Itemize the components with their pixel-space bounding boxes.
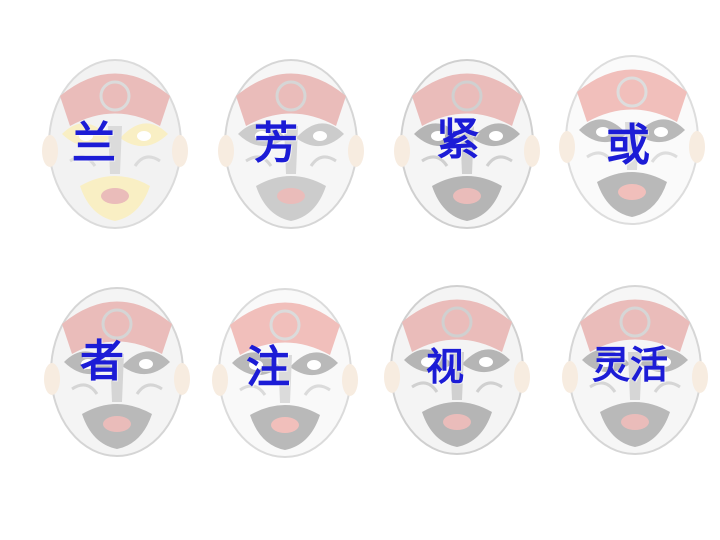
char-label-8: 灵活	[592, 343, 669, 387]
opera-mask-white-icon	[557, 52, 707, 227]
opera-mask-swirl-icon	[42, 59, 188, 229]
char-label-6: 注	[246, 342, 290, 393]
opera-mask-white-icon	[212, 288, 358, 458]
opera-mask-icon	[562, 285, 708, 455]
opera-mask-red-icon	[382, 282, 532, 457]
char-label-7: 视	[426, 345, 465, 389]
opera-mask-icon	[560, 282, 710, 457]
opera-mask-icon	[216, 56, 366, 231]
char-label-1: 兰	[72, 118, 116, 169]
opera-mask-red-icon	[384, 285, 530, 455]
opera-mask-icon	[218, 59, 364, 229]
opera-mask-white-icon	[559, 55, 705, 225]
opera-mask-red-icon	[392, 56, 542, 231]
opera-mask-icon	[42, 284, 192, 459]
opera-mask-swirl-icon	[40, 56, 190, 231]
char-label-3: 紧	[436, 114, 480, 165]
opera-mask-icon	[44, 287, 190, 457]
opera-mask-white-icon	[210, 285, 360, 460]
char-label-2: 芳	[254, 118, 298, 169]
char-label-5: 者	[80, 336, 124, 387]
opera-mask-red-icon	[394, 59, 540, 229]
char-label-4: 或	[606, 120, 650, 171]
